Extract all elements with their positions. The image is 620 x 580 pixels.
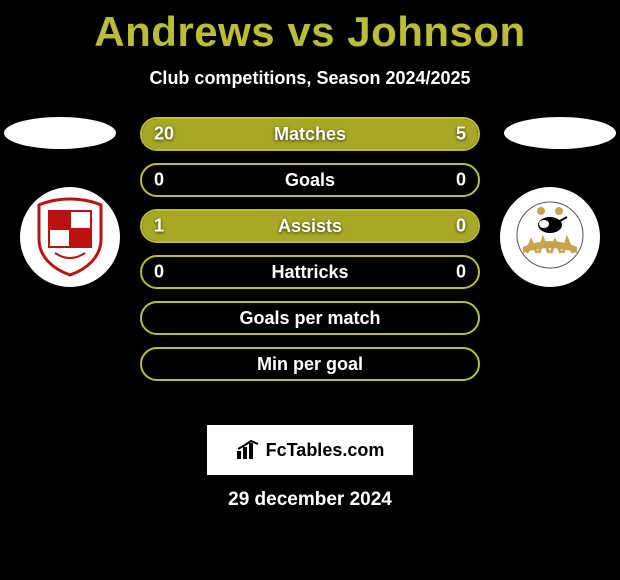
stat-bar-fill-right: [411, 119, 478, 149]
crest-icon: [515, 197, 585, 277]
watermark-text: FcTables.com: [266, 440, 385, 461]
stat-label: Matches: [274, 124, 346, 145]
comparison-area: 20 5 Matches 0 0 Goals 1 0 Assists 0 0 Hattricks Goa…: [0, 117, 620, 417]
page-subtitle: Club competitions, Season 2024/2025: [0, 68, 620, 89]
player-shadow-right: [504, 117, 616, 149]
stat-label: Min per goal: [257, 354, 363, 375]
stat-bar: 0 0 Hattricks: [140, 255, 480, 289]
stat-bar: Min per goal: [140, 347, 480, 381]
stat-value-left: 0: [154, 170, 164, 191]
team-badge-left: [20, 187, 120, 287]
stat-bars: 20 5 Matches 0 0 Goals 1 0 Assists 0 0 Hattricks Goa…: [140, 117, 480, 393]
player-shadow-left: [4, 117, 116, 149]
stat-value-right: 5: [456, 124, 466, 145]
stat-value-left: 1: [154, 216, 164, 237]
stat-bar: 1 0 Assists: [140, 209, 480, 243]
page-title: Andrews vs Johnson: [0, 0, 620, 56]
stat-value-right: 0: [456, 262, 466, 283]
stat-bar: 20 5 Matches: [140, 117, 480, 151]
stat-bar: Goals per match: [140, 301, 480, 335]
chart-icon: [236, 440, 260, 460]
stat-value-left: 0: [154, 262, 164, 283]
stat-value-left: 20: [154, 124, 174, 145]
shield-icon: [35, 197, 105, 277]
stat-value-right: 0: [456, 216, 466, 237]
stat-label: Goals per match: [239, 308, 380, 329]
stat-label: Assists: [278, 216, 342, 237]
stat-value-right: 0: [456, 170, 466, 191]
stat-bar: 0 0 Goals: [140, 163, 480, 197]
team-badge-right: [500, 187, 600, 287]
watermark: FcTables.com: [207, 425, 413, 475]
stat-label: Goals: [285, 170, 335, 191]
date-text: 29 december 2024: [0, 489, 620, 511]
stat-label: Hattricks: [271, 262, 348, 283]
